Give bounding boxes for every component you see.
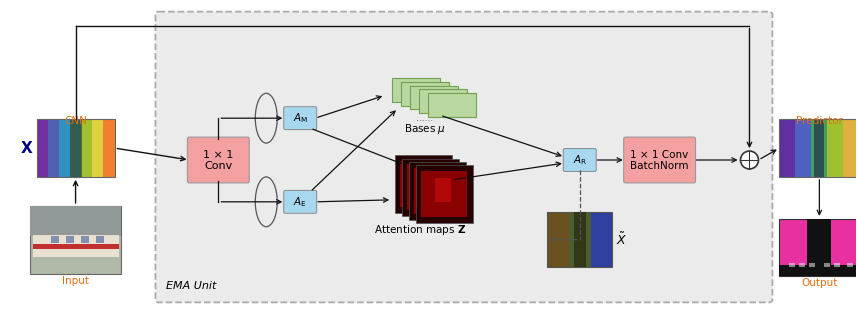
Polygon shape [400, 161, 446, 207]
Polygon shape [414, 168, 460, 214]
Text: CNN: CNN [64, 116, 87, 126]
Polygon shape [416, 166, 473, 223]
Bar [779, 265, 857, 276]
Polygon shape [409, 162, 466, 220]
Text: $A_\mathrm{M}$: $A_\mathrm{M}$ [292, 111, 308, 125]
Bar [30, 206, 122, 273]
Bar [66, 236, 74, 243]
Text: BatchNorm: BatchNorm [631, 161, 689, 171]
Bar [421, 171, 437, 195]
Polygon shape [410, 85, 458, 109]
Bar [69, 119, 81, 177]
Bar [800, 263, 806, 266]
Text: Input: Input [62, 275, 89, 285]
Bar [835, 263, 841, 266]
Polygon shape [407, 164, 453, 210]
Bar [51, 236, 58, 243]
Bar [48, 119, 59, 177]
Text: ......: ...... [417, 114, 434, 123]
Bar [809, 263, 815, 266]
Bar [590, 212, 612, 267]
Bar [807, 219, 831, 276]
Text: Output: Output [801, 279, 837, 289]
Text: 1 × 1: 1 × 1 [203, 150, 233, 160]
FancyBboxPatch shape [284, 107, 317, 130]
Bar [95, 236, 104, 243]
Bar [827, 119, 843, 177]
Polygon shape [392, 78, 440, 102]
Bar [548, 212, 612, 267]
Bar [81, 119, 93, 177]
Bar [414, 168, 430, 192]
Bar [812, 119, 827, 177]
FancyBboxPatch shape [563, 149, 596, 171]
Text: Conv: Conv [204, 161, 232, 171]
FancyBboxPatch shape [624, 137, 696, 183]
Bar [93, 119, 104, 177]
Bar [569, 212, 590, 267]
Text: $A_\mathrm{R}$: $A_\mathrm{R}$ [572, 153, 587, 167]
Bar [435, 178, 451, 202]
Text: Bases $\mu$: Bases $\mu$ [404, 122, 446, 136]
Bar [779, 219, 857, 276]
Bar [33, 244, 118, 249]
Polygon shape [395, 155, 452, 213]
Bar [33, 235, 118, 256]
Bar [843, 119, 857, 177]
Polygon shape [402, 159, 459, 216]
Text: $\tilde{X}$: $\tilde{X}$ [616, 231, 627, 248]
Bar [428, 175, 444, 199]
Bar [37, 119, 115, 177]
Polygon shape [428, 93, 476, 117]
Bar [848, 263, 854, 266]
Bar [59, 119, 70, 177]
Bar [795, 119, 812, 177]
Text: 1 × 1 Conv: 1 × 1 Conv [631, 150, 689, 160]
FancyBboxPatch shape [284, 190, 317, 213]
Bar [104, 119, 115, 177]
Bar [81, 236, 88, 243]
Polygon shape [419, 89, 467, 113]
Text: X: X [21, 141, 33, 156]
Polygon shape [421, 171, 467, 217]
FancyBboxPatch shape [155, 12, 772, 302]
Bar [70, 119, 81, 177]
Polygon shape [401, 82, 449, 106]
Bar [37, 119, 48, 177]
Bar [789, 263, 795, 266]
Text: Attention maps $\mathbf{Z}$: Attention maps $\mathbf{Z}$ [374, 223, 466, 237]
Bar [779, 119, 857, 177]
Text: Predictor: Predictor [796, 116, 842, 126]
FancyBboxPatch shape [188, 137, 249, 183]
Text: $A_\mathrm{E}$: $A_\mathrm{E}$ [293, 195, 307, 209]
Bar [814, 119, 824, 177]
Text: EMA Unit: EMA Unit [166, 282, 217, 291]
Circle shape [740, 151, 758, 169]
Bar [30, 206, 122, 236]
Bar [824, 263, 830, 266]
Bar [779, 119, 795, 177]
Bar [574, 212, 585, 267]
Bar [548, 212, 569, 267]
